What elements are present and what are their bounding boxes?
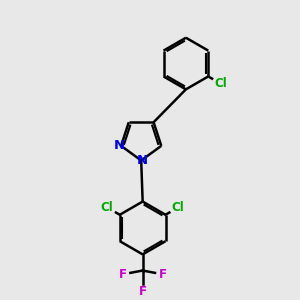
Text: Cl: Cl (172, 201, 184, 214)
Text: Cl: Cl (214, 77, 227, 90)
Text: F: F (158, 268, 166, 281)
Text: N: N (114, 140, 125, 152)
Text: Cl: Cl (101, 201, 113, 214)
Text: N: N (137, 154, 148, 167)
Text: F: F (119, 268, 127, 281)
Text: F: F (139, 285, 147, 298)
